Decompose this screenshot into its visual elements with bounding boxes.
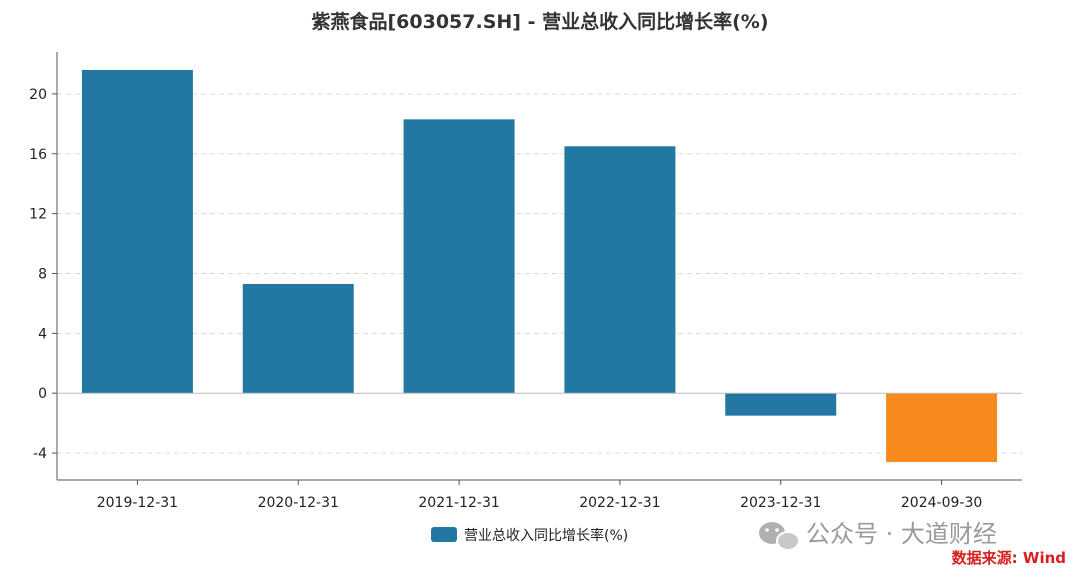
y-tick-label: 4 xyxy=(38,326,47,342)
legend[interactable]: 营业总收入同比增长率(%) xyxy=(431,527,628,544)
x-tick-labels: 2019-12-31 2020-12-31 2021-12-31 2022-12-31… xyxy=(97,480,982,511)
x-tick-label: 2022-12-31 xyxy=(579,495,660,511)
x-tick-label: 2021-12-31 xyxy=(418,495,499,511)
bar-2020-12-31[interactable] xyxy=(242,283,354,394)
x-tick-label: 2024-09-30 xyxy=(901,495,982,511)
chart-title: 紫燕食品[603057.SH] - 营业总收入同比增长率(%) xyxy=(311,10,768,33)
bar-2019-12-31[interactable] xyxy=(81,69,193,394)
axes xyxy=(56,52,1022,481)
x-tick-label: 2019-12-31 xyxy=(97,495,178,511)
wechat-icon xyxy=(759,522,800,551)
gridlines xyxy=(57,93,1022,454)
watermark-text: 公众号 · 大道财经 xyxy=(806,520,997,548)
watermark: 公众号 · 大道财经 xyxy=(759,520,997,551)
y-tick-label: 8 xyxy=(38,266,47,282)
bar-2023-12-31[interactable] xyxy=(725,393,837,416)
legend-label: 营业总收入同比增长率(%) xyxy=(464,527,628,544)
legend-swatch xyxy=(431,527,457,542)
bar-2021-12-31[interactable] xyxy=(403,119,515,394)
y-tick-label: 12 xyxy=(29,207,47,223)
x-tick-label: 2023-12-31 xyxy=(740,495,821,511)
x-tick-label: 2020-12-31 xyxy=(258,495,339,511)
bar-2022-12-31[interactable] xyxy=(564,146,676,394)
y-tick-label: 0 xyxy=(38,386,47,402)
data-source: 数据来源: Wind xyxy=(952,549,1066,567)
y-tick-label: 20 xyxy=(29,87,47,103)
y-tick-label: 16 xyxy=(29,147,47,163)
y-tick-label: -4 xyxy=(33,446,47,462)
bar-2024-09-30[interactable] xyxy=(886,393,998,463)
y-tick-labels: -4 0 4 8 12 16 20 xyxy=(29,87,57,462)
bars xyxy=(81,69,998,463)
